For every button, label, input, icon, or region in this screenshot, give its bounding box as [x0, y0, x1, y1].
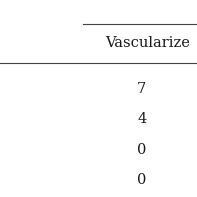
Text: 4: 4 [137, 112, 146, 126]
Text: Vascularize: Vascularize [105, 36, 190, 50]
Text: 0: 0 [137, 143, 147, 157]
Text: 7: 7 [137, 82, 146, 96]
Text: 0: 0 [137, 173, 147, 187]
